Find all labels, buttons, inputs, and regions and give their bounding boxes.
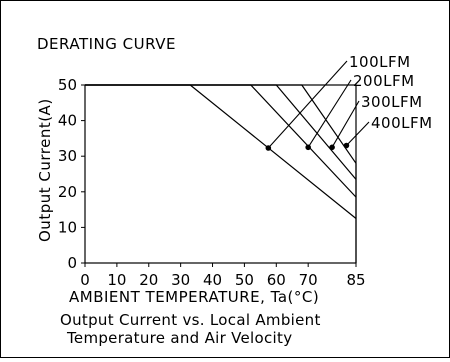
chart-title: DERATING CURVE: [37, 35, 176, 53]
y-tick-label-50: 50: [58, 76, 77, 94]
series-label-300LFM: 300LFM: [361, 93, 423, 111]
x-tick-label-0: 0: [80, 271, 90, 289]
y-axis-label: Output Current(A): [36, 98, 54, 242]
series-line-300LFM: [85, 84, 357, 180]
x-tick-label-30: 30: [171, 271, 190, 289]
y-axis-ticks: 0 10 20 30 40 50: [58, 76, 85, 272]
x-tick-label-85: 85: [346, 271, 365, 289]
leader-line-300LFM: [331, 100, 360, 148]
y-tick-label-0: 0: [67, 254, 77, 272]
caption-line-1: Output Current vs. Local Ambient: [60, 311, 321, 329]
x-tick-label-40: 40: [203, 271, 222, 289]
series-line-200LFM: [85, 84, 357, 198]
x-tick-label-20: 20: [139, 271, 158, 289]
leader-line-200LFM: [307, 79, 352, 148]
x-tick-label-10: 10: [107, 271, 126, 289]
y-tick-label-10: 10: [58, 218, 77, 236]
leader-line-400LFM: [346, 121, 370, 146]
y-tick-label-30: 30: [58, 147, 77, 165]
y-tick-label-40: 40: [58, 112, 77, 130]
y-tick-label-20: 20: [58, 183, 77, 201]
x-tick-label-50: 50: [235, 271, 254, 289]
series-label-400LFM: 400LFM: [371, 114, 433, 132]
series-label-200LFM: 200LFM: [353, 72, 415, 90]
x-tick-label-60: 60: [267, 271, 286, 289]
x-axis-label: AMBIENT TEMPERATURE, Ta(°C): [69, 288, 319, 306]
leader-line-100LFM: [267, 60, 348, 149]
x-axis-ticks: 0 10 20 30 40 50 60 70 85: [80, 263, 366, 289]
series-layer: [85, 84, 357, 263]
plot-border: [84, 84, 357, 264]
series-label-100LFM: 100LFM: [349, 53, 411, 71]
caption-line-2: Temperature and Air Velocity: [66, 329, 292, 347]
x-tick-label-70: 70: [299, 271, 318, 289]
